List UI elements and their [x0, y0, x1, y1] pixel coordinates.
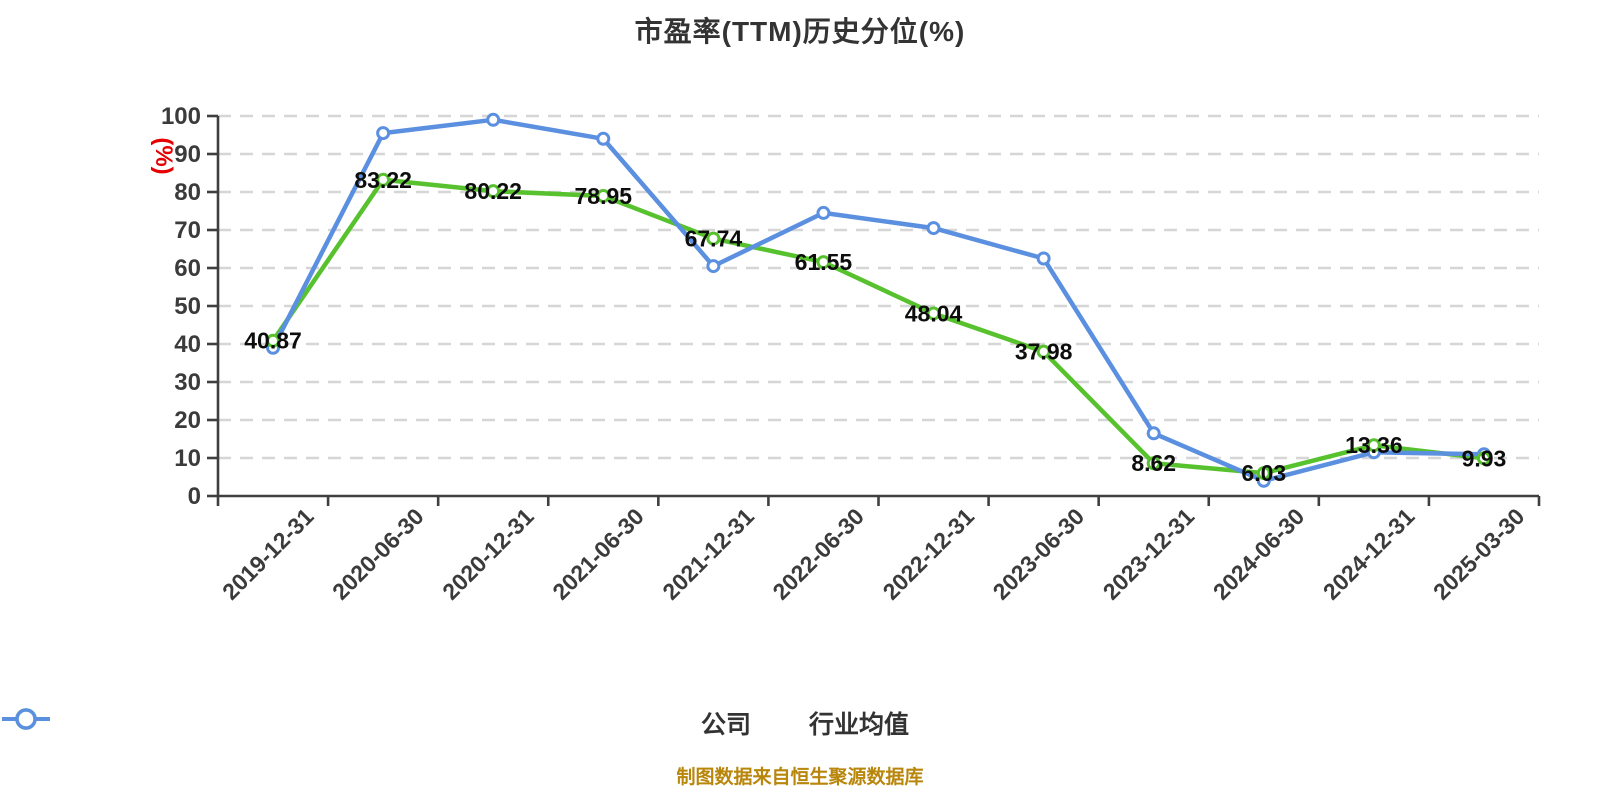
- y-tick-label: 0: [188, 483, 201, 510]
- data-point-company: [596, 188, 611, 203]
- point-label-company: 80.22: [464, 178, 522, 204]
- x-tick-label: 2022-06-30: [767, 503, 869, 605]
- legend-marker-glyph: [2, 708, 50, 730]
- y-tick-label: 90: [174, 141, 201, 168]
- y-tick-label: 20: [174, 407, 201, 434]
- legend-item-company: 公司: [2, 705, 751, 741]
- x-tick-label: 2020-12-31: [437, 503, 539, 605]
- y-tick-label: 80: [174, 179, 201, 206]
- point-label-company: 61.55: [795, 249, 853, 275]
- legend-item-industry-average: 行业均值: [2, 705, 910, 741]
- x-tick-label: 2024-06-30: [1208, 503, 1310, 605]
- point-label-company: 8.62: [1131, 450, 1176, 476]
- data-point-company: [926, 306, 941, 321]
- data-point-industry-average: [1036, 251, 1051, 266]
- x-tick-label: 2022-12-31: [877, 503, 979, 605]
- data-point-company: [706, 231, 721, 246]
- data-point-industry-average: [1146, 426, 1161, 441]
- data-point-company: [376, 172, 391, 187]
- legend: 公司 行业均值: [0, 705, 1600, 741]
- data-point-industry-average: [706, 259, 721, 274]
- data-point-industry-average: [486, 112, 501, 127]
- y-tick-label: 50: [174, 293, 201, 320]
- legend-label-industry-average: 行业均值: [809, 711, 910, 739]
- data-point-company: [1146, 456, 1161, 471]
- data-point-industry-average: [596, 131, 611, 146]
- y-axis-unit-label: (%): [150, 137, 177, 174]
- legend-label-company: 公司: [700, 711, 751, 739]
- y-tick-label: 10: [174, 445, 201, 472]
- x-tick-label: 2021-12-31: [657, 503, 759, 605]
- point-label-company: 67.74: [685, 226, 743, 252]
- point-label-company: 78.95: [575, 183, 633, 209]
- x-tick-label: 2019-12-31: [217, 503, 319, 605]
- point-label-company: 6.03: [1241, 460, 1286, 486]
- y-tick-label: 100: [161, 103, 201, 130]
- series-line-industry-average: [270, 117, 1487, 484]
- y-tick-label: 60: [174, 255, 201, 282]
- data-point-company: [1366, 438, 1381, 453]
- data-point-company: [266, 333, 281, 348]
- y-tick-label: 30: [174, 369, 201, 396]
- x-tick-label: 2020-06-30: [327, 503, 429, 605]
- series-line-company: [270, 177, 1487, 476]
- x-tick-label: 2024-12-31: [1318, 503, 1420, 605]
- data-point-company: [816, 255, 831, 270]
- point-label-company: 48.04: [905, 300, 963, 326]
- data-point-company: [1036, 344, 1051, 359]
- x-tick-label: 2023-06-30: [988, 503, 1090, 605]
- data-point-company: [1476, 451, 1491, 466]
- point-label-company: 13.36: [1345, 432, 1403, 458]
- data-point-industry-average: [926, 221, 941, 236]
- data-point-industry-average: [376, 126, 391, 141]
- point-label-company: 40.87: [244, 328, 302, 354]
- x-tick-label: 2021-06-30: [547, 503, 649, 605]
- chart-title: 市盈率(TTM)历史分位(%): [634, 16, 966, 47]
- point-label-company: 9.93: [1462, 445, 1507, 471]
- data-point-company: [486, 184, 501, 199]
- y-tick-label: 70: [174, 217, 201, 244]
- point-label-company: 83.22: [354, 167, 412, 193]
- data-point-industry-average: [816, 205, 831, 220]
- point-label-company: 37.98: [1015, 339, 1073, 365]
- x-tick-label: 2023-12-31: [1098, 503, 1200, 605]
- y-tick-label: 40: [174, 331, 201, 358]
- x-tick-label: 2025-03-30: [1428, 503, 1530, 605]
- data-source-note: 制图数据来自恒生聚源数据库: [676, 767, 924, 788]
- data-point-company: [1256, 466, 1271, 481]
